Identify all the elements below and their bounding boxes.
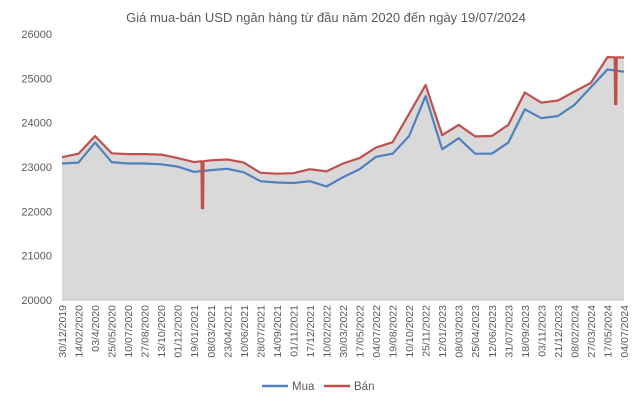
x-tick-label: 08/03/2021 bbox=[206, 305, 218, 358]
x-tick-label: 23/04/2021 bbox=[222, 305, 234, 358]
y-tick-label: 25000 bbox=[21, 73, 52, 85]
x-tick-label: 18/09/2023 bbox=[520, 305, 532, 358]
x-tick-label: 12/06/2023 bbox=[487, 305, 499, 358]
y-tick-label: 20000 bbox=[21, 295, 52, 307]
x-tick-label: 10/10/2022 bbox=[404, 305, 416, 358]
legend: Mua Bán bbox=[262, 381, 374, 393]
y-tick-label: 26000 bbox=[21, 29, 52, 41]
y-tick-label: 24000 bbox=[21, 118, 52, 130]
y-tick-labels: 20000 21000 22000 23000 24000 25000 26000 bbox=[21, 29, 52, 307]
x-tick-label: 14/02/2020 bbox=[74, 305, 86, 358]
x-tick-label: 25/05/2020 bbox=[107, 305, 119, 358]
x-tick-label: 25/04/2023 bbox=[470, 305, 482, 358]
y-tick-label: 21000 bbox=[21, 251, 52, 263]
legend-label-ban: Bán bbox=[354, 381, 374, 393]
x-tick-label: 28/07/2021 bbox=[255, 305, 267, 358]
y-tick-label: 23000 bbox=[21, 162, 52, 174]
x-tick-label: 04/07/2022 bbox=[371, 305, 383, 358]
x-tick-label: 30/12/2019 bbox=[57, 305, 69, 358]
x-tick-label: 27/03/2024 bbox=[586, 305, 598, 358]
x-tick-label: 01/11/2021 bbox=[288, 305, 300, 357]
x-tick-label: 03/4/2020 bbox=[90, 305, 102, 352]
x-tick-label: 08/02/2024 bbox=[569, 305, 581, 358]
chart-title: Giá mua-bán USD ngân hàng từ đầu năm 202… bbox=[126, 10, 526, 25]
x-tick-label: 10/07/2020 bbox=[123, 305, 135, 358]
y-tick-label: 22000 bbox=[21, 206, 52, 218]
series-lines bbox=[61, 56, 625, 210]
x-tick-label: 30/03/2022 bbox=[338, 305, 350, 358]
x-tick-label: 21/12/2023 bbox=[553, 305, 565, 358]
x-tick-label: 27/08/2020 bbox=[140, 305, 152, 358]
x-tick-label: 19/01/2021 bbox=[189, 305, 201, 358]
x-tick-label: 14/09/2021 bbox=[272, 305, 284, 358]
x-tick-label: 10/06/2021 bbox=[239, 305, 251, 358]
x-tick-label: 10/02/2022 bbox=[321, 305, 333, 358]
x-tick-label: 17/12/2021 bbox=[305, 305, 317, 358]
x-tick-label: 08/03/2023 bbox=[454, 305, 466, 358]
legend-label-mua: Mua bbox=[292, 381, 315, 393]
series-line-mua bbox=[61, 68, 625, 188]
band-fill bbox=[62, 57, 624, 300]
x-tick-label: 12/01/2023 bbox=[437, 305, 449, 358]
x-tick-label: 17/05/2024 bbox=[602, 305, 614, 358]
x-tick-label: 19/08/2022 bbox=[388, 305, 400, 358]
series-line-ban bbox=[61, 56, 625, 210]
x-tick-label: 17/05/2022 bbox=[355, 305, 367, 358]
x-tick-label: 01/12/2020 bbox=[173, 305, 185, 358]
x-tick-label: 31/07/2023 bbox=[503, 305, 515, 358]
area-under-ban bbox=[62, 57, 624, 300]
x-tick-label: 13/10/2020 bbox=[156, 305, 168, 358]
x-tick-labels: 30/12/2019 14/02/2020 03/4/2020 25/05/2020 1… bbox=[57, 305, 631, 358]
x-tick-label: 03/11/2023 bbox=[536, 305, 548, 357]
x-tick-label: 04/07/2024 bbox=[619, 305, 631, 358]
x-tick-label: 25/11/2022 bbox=[421, 305, 433, 357]
